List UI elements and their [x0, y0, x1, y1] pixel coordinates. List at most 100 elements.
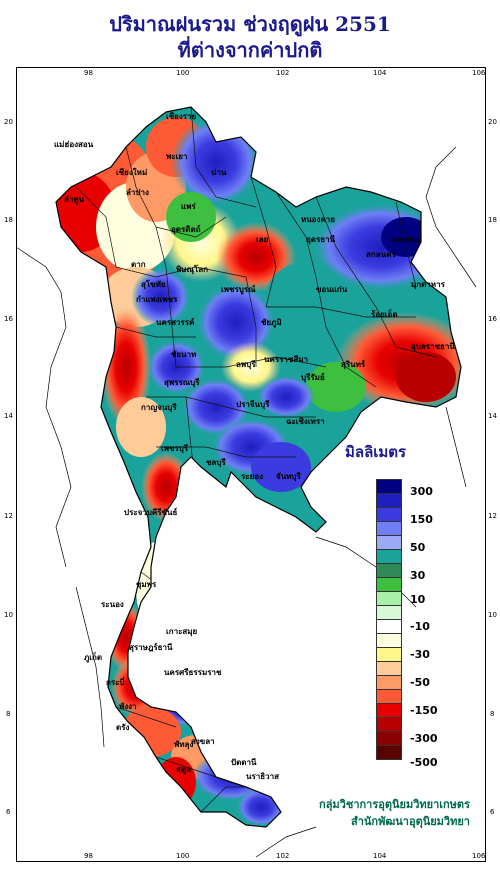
y-tick-right: 16 [488, 315, 497, 323]
place-label: สุพรรณบุรี [164, 377, 200, 388]
y-tick-right: 20 [488, 118, 497, 126]
place-label: ตรัง [116, 723, 129, 732]
map-title: ปริมาณฝนรวม ช่วงฤดูฝน 2551 [109, 12, 391, 36]
place-label: เชียงใหม่ [116, 167, 147, 177]
place-label: ลำปาง [126, 188, 149, 197]
credit-line-1: กลุ่มวิชาการอุตุนิยมวิทยาเกษตร [319, 798, 470, 811]
y-tick-right: 14 [488, 412, 497, 420]
place-label: สตูล [176, 765, 191, 775]
map-subtitle: ที่ต่างจากค่าปกติ [177, 38, 323, 62]
x-tick-bottom: 100 [176, 852, 190, 860]
place-label: ปราจีนบุรี [236, 399, 270, 410]
legend-title: มิลลิเมตร [345, 443, 407, 461]
rainfall-map: เชียงราย แม่ฮ่องสอน พะเยา น่าน เชียงใหม่… [16, 106, 477, 858]
place-label: กำแพงเพชร [136, 295, 178, 304]
place-label: ฉะเชิงเทรา [286, 417, 325, 426]
place-label: เพชรบุรี [161, 443, 189, 454]
legend-label: -500 [410, 756, 438, 769]
legend-label: 300 [410, 485, 433, 498]
place-label: อุดรธานี [306, 234, 336, 245]
place-label: กาญจนบุรี [141, 402, 177, 413]
legend-swatch [376, 703, 402, 718]
x-tick-top: 98 [84, 69, 93, 77]
x-tick-bottom: 104 [373, 852, 387, 860]
legend-swatch [376, 563, 402, 578]
place-label: ระยอง [241, 472, 263, 481]
legend-swatch [376, 521, 402, 536]
y-tick-right: 10 [488, 611, 497, 619]
place-label: น่าน [211, 168, 227, 177]
place-label: สุรินทร์ [341, 359, 366, 370]
legend-swatch [376, 689, 402, 704]
place-label: ตาก [131, 260, 146, 269]
place-label: เพชรบูรณ์ [221, 284, 256, 295]
place-label: สงขลา [191, 737, 215, 746]
y-tick-left: 18 [4, 216, 13, 224]
place-label: ปัตตานี [231, 757, 257, 767]
legend-swatch [376, 745, 402, 760]
credit-line-2: สำนักพัฒนาอุตุนิยมวิทยา [351, 815, 470, 828]
place-label: แพร่ [181, 202, 196, 211]
place-label: นครพนม [391, 235, 422, 244]
legend-label: -10 [410, 620, 430, 633]
place-label: สุโขทัย [141, 279, 166, 290]
place-label: ลพบุรี [236, 359, 256, 370]
place-label: นครราชสีมา [264, 354, 308, 364]
place-label: ระนอง [101, 600, 124, 609]
place-label: มุกดาหาร [411, 280, 446, 290]
place-label: อุตรดิตถ์ [171, 224, 201, 235]
legend-label: -30 [410, 648, 430, 661]
legend-swatch [376, 549, 402, 564]
legend-label: -150 [410, 704, 438, 717]
place-label: นครศรีธรรมราช [164, 667, 222, 677]
place-label: ชลบุรี [206, 457, 226, 468]
y-tick-left: 20 [4, 118, 13, 126]
place-label: ลำพูน [64, 195, 85, 205]
y-tick-left: 16 [4, 315, 13, 323]
legend-swatch [376, 591, 402, 606]
place-label: สุราษฎร์ธานี [129, 642, 173, 653]
place-label: พัทลุง [174, 740, 193, 750]
legend-label: 30 [410, 569, 426, 582]
legend-swatch [376, 507, 402, 522]
place-label: นครสวรรค์ [156, 317, 194, 327]
place-label: เชียงราย [166, 111, 197, 121]
place-label: พังงา [119, 702, 137, 711]
place-label: พะเยา [166, 152, 187, 161]
place-label: เลย [256, 235, 269, 244]
place-label: ชัยภูมิ [261, 318, 282, 328]
legend-swatch [376, 577, 402, 592]
legend-label: -50 [410, 676, 430, 689]
y-tick-left: 12 [4, 512, 13, 520]
place-label: บุรีรัมย์ [301, 372, 325, 383]
legend-swatch [376, 661, 402, 676]
place-label: จันทบุรี [276, 471, 302, 482]
x-tick-top: 104 [373, 69, 387, 77]
legend-label: -300 [410, 732, 438, 745]
legend-swatch [376, 479, 402, 494]
place-label: พิษณุโลก [176, 264, 208, 275]
legend-swatch [376, 605, 402, 620]
place-label: ร้อยเอ็ด [371, 308, 398, 319]
place-label: อุบลราชธานี [411, 341, 455, 352]
place-label: แม่ฮ่องสอน [54, 140, 94, 149]
legend-label: 10 [410, 593, 426, 606]
place-label: ขอนแก่น [316, 285, 348, 294]
y-tick-right: 12 [488, 512, 497, 520]
x-tick-top: 100 [176, 69, 190, 77]
y-tick-left: 8 [6, 710, 11, 718]
legend-swatch [376, 675, 402, 690]
place-label: เกาะสมุย [166, 627, 198, 637]
place-label: ภูเก็ต [84, 651, 102, 663]
legend-swatch [376, 731, 402, 746]
x-tick-bottom: 106 [472, 852, 486, 860]
place-label: หนองคาย [301, 215, 335, 224]
x-tick-top: 102 [276, 69, 290, 77]
x-tick-bottom: 98 [84, 852, 93, 860]
legend-swatch [376, 647, 402, 662]
y-tick-right: 18 [488, 216, 497, 224]
legend-label: 150 [410, 513, 433, 526]
legend-swatches [376, 479, 402, 760]
y-tick-right: 8 [490, 710, 495, 718]
place-label: ชุมพร [136, 580, 157, 590]
